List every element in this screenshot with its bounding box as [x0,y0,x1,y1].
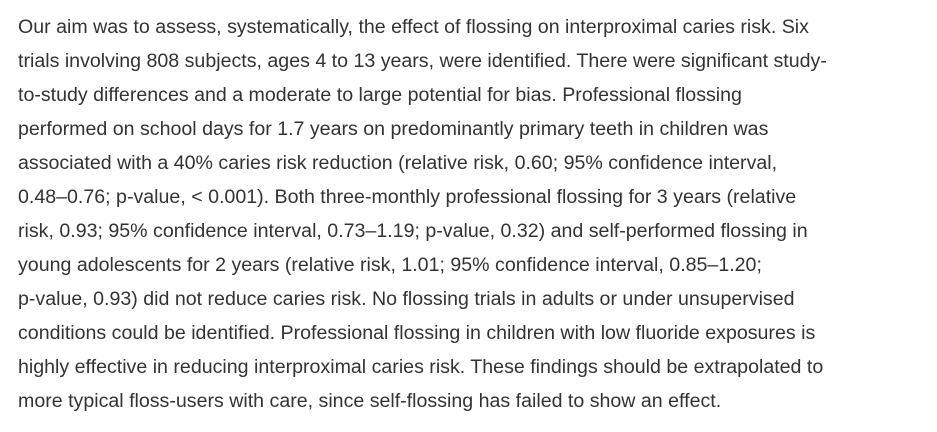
abstract-line: risk, 0.93; 95% confidence interval, 0.7… [18,220,808,242]
abstract-line: p-value, 0.93) did not reduce caries ris… [18,288,795,310]
abstract-line: Our aim was to assess, systematically, t… [18,16,809,38]
abstract-line: to-study differences and a moderate to l… [18,84,742,106]
abstract-line: young adolescents for 2 years (relative … [18,254,762,276]
abstract-line: more typical floss-users with care, sinc… [18,390,722,412]
abstract-line: 0.48–0.76; p-value, < 0.001). Both three… [18,186,797,208]
abstract-paragraph: Our aim was to assess, systematically, t… [18,10,923,418]
abstract-line: conditions could be identified. Professi… [18,322,816,344]
abstract-line: performed on school days for 1.7 years o… [18,118,769,140]
abstract-line: associated with a 40% caries risk reduct… [18,152,778,174]
abstract-line: trials involving 808 subjects, ages 4 to… [18,50,827,72]
abstract-line: highly effective in reducing interproxim… [18,356,824,378]
